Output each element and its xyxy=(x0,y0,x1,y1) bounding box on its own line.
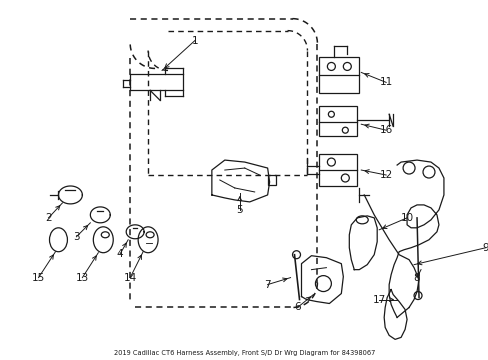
Text: 16: 16 xyxy=(379,125,392,135)
Text: 3: 3 xyxy=(73,232,80,242)
Text: 11: 11 xyxy=(379,77,392,87)
Text: 5: 5 xyxy=(236,205,243,215)
Text: 2: 2 xyxy=(45,213,52,223)
Bar xyxy=(319,154,357,186)
Text: 14: 14 xyxy=(123,273,137,283)
Bar xyxy=(267,175,275,185)
Text: 7: 7 xyxy=(264,280,270,289)
Text: 12: 12 xyxy=(379,170,392,180)
Text: 4: 4 xyxy=(117,249,123,259)
Text: 10: 10 xyxy=(400,213,413,223)
Text: 2019 Cadillac CT6 Harness Assembly, Front S/D Dr Wrg Diagram for 84398067: 2019 Cadillac CT6 Harness Assembly, Fron… xyxy=(114,350,374,356)
Text: 9: 9 xyxy=(482,243,488,253)
Text: 15: 15 xyxy=(32,273,45,283)
Text: 6: 6 xyxy=(294,302,300,312)
Text: 17: 17 xyxy=(372,294,385,305)
Bar xyxy=(319,58,359,93)
Text: 1: 1 xyxy=(191,36,198,46)
Bar xyxy=(319,106,357,136)
Text: 13: 13 xyxy=(76,273,89,283)
Text: 8: 8 xyxy=(413,273,420,283)
